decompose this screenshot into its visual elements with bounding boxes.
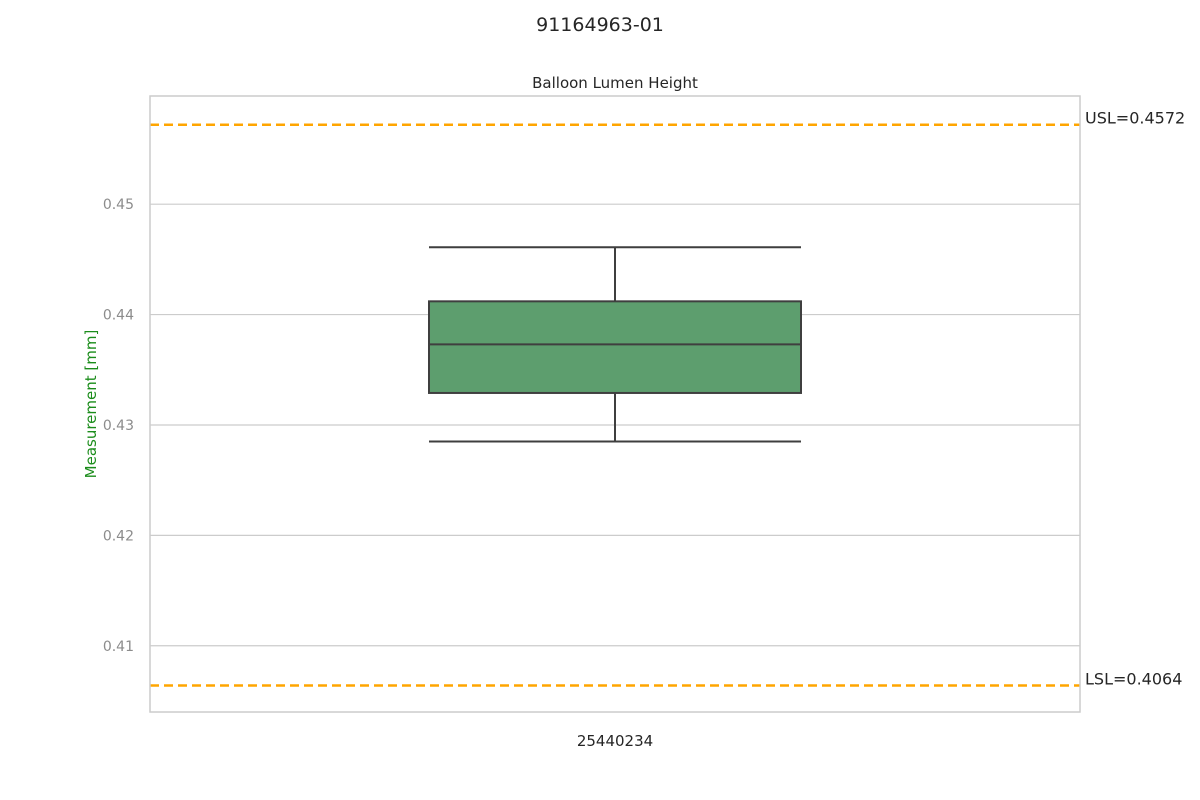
y-tick-label: 0.42 [103,528,134,544]
x-tick-label: 25440234 [577,732,653,750]
plot-frame [149,95,1081,713]
spec-limit-label: LSL=0.4064 [1085,670,1182,689]
boxes [428,246,802,443]
y-tick-label: 0.41 [103,639,134,655]
x-tick-labels: 25440234 [577,732,653,750]
box-group [428,246,802,443]
box-iqr [428,300,802,394]
y-tick-labels: 0.41 0.42 0.43 0.44 0.45 [103,197,134,655]
y-tick-label: 0.44 [103,308,134,324]
spec-limit-label: USL=0.4572 [1085,109,1185,128]
y-tick-label: 0.43 [103,418,134,434]
spec-limits: USL=0.4572 LSL=0.4064 [150,109,1185,689]
y-axis-label: Measurement [mm] [82,330,100,479]
chart-title: Balloon Lumen Height [532,74,698,92]
chart-suptitle: 91164963-01 [536,14,664,36]
y-tick-label: 0.45 [103,197,134,213]
